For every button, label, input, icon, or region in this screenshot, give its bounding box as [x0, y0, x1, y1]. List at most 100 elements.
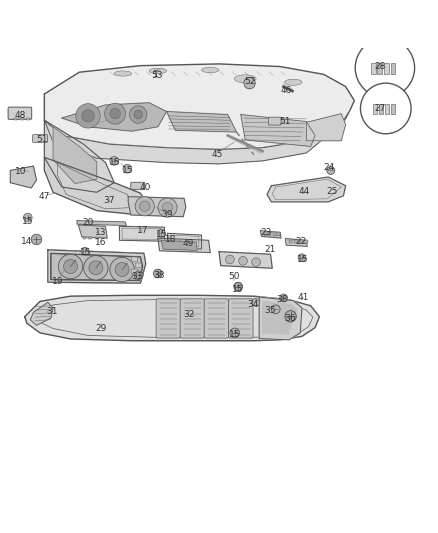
- Text: 17: 17: [137, 226, 148, 235]
- Polygon shape: [373, 104, 377, 114]
- Circle shape: [285, 311, 296, 322]
- Polygon shape: [95, 237, 98, 239]
- Circle shape: [157, 229, 165, 237]
- Circle shape: [140, 201, 150, 212]
- Polygon shape: [304, 240, 308, 244]
- Polygon shape: [306, 114, 346, 141]
- Text: 31: 31: [46, 306, 58, 316]
- Ellipse shape: [201, 67, 219, 72]
- Text: 15: 15: [110, 158, 121, 167]
- Text: 15: 15: [80, 248, 92, 256]
- Polygon shape: [259, 297, 302, 340]
- Text: 18: 18: [165, 236, 177, 244]
- Circle shape: [252, 298, 260, 306]
- Polygon shape: [167, 233, 201, 249]
- Polygon shape: [267, 177, 346, 202]
- Circle shape: [244, 77, 255, 89]
- Text: 19: 19: [52, 277, 63, 286]
- Polygon shape: [241, 115, 315, 147]
- Polygon shape: [53, 127, 97, 183]
- Text: 15: 15: [155, 230, 167, 239]
- Circle shape: [58, 254, 83, 279]
- Text: 45: 45: [212, 150, 223, 159]
- Circle shape: [252, 258, 261, 266]
- Text: 27: 27: [375, 104, 386, 113]
- Ellipse shape: [114, 71, 132, 76]
- Circle shape: [84, 256, 108, 280]
- Circle shape: [135, 197, 154, 216]
- Circle shape: [153, 269, 162, 278]
- Text: 15: 15: [122, 166, 133, 175]
- Text: 41: 41: [297, 294, 308, 302]
- Circle shape: [134, 110, 143, 119]
- Polygon shape: [158, 238, 210, 253]
- Text: 10: 10: [14, 167, 26, 176]
- Text: 28: 28: [374, 62, 385, 71]
- FancyBboxPatch shape: [131, 257, 138, 262]
- Text: 33: 33: [131, 272, 143, 281]
- Polygon shape: [83, 237, 86, 239]
- Text: 22: 22: [296, 237, 307, 246]
- Circle shape: [234, 282, 243, 291]
- Circle shape: [115, 263, 129, 277]
- FancyBboxPatch shape: [229, 299, 253, 338]
- Circle shape: [110, 108, 120, 119]
- Polygon shape: [261, 231, 281, 238]
- Circle shape: [89, 261, 103, 275]
- Text: 25: 25: [327, 187, 338, 196]
- Text: 40: 40: [139, 183, 151, 192]
- Text: 32: 32: [184, 310, 195, 319]
- Circle shape: [280, 294, 288, 302]
- Text: 51: 51: [279, 117, 291, 126]
- Polygon shape: [44, 64, 354, 149]
- Circle shape: [31, 234, 42, 245]
- Polygon shape: [62, 103, 166, 131]
- Circle shape: [130, 106, 147, 123]
- Polygon shape: [385, 104, 389, 114]
- Polygon shape: [219, 252, 272, 268]
- Polygon shape: [25, 295, 319, 341]
- FancyBboxPatch shape: [136, 275, 142, 280]
- Circle shape: [360, 83, 411, 134]
- Circle shape: [239, 256, 247, 265]
- Polygon shape: [263, 302, 297, 334]
- Polygon shape: [294, 240, 297, 244]
- Polygon shape: [286, 239, 307, 246]
- Circle shape: [110, 257, 134, 282]
- Polygon shape: [30, 302, 53, 326]
- Circle shape: [327, 166, 335, 174]
- Polygon shape: [391, 63, 396, 74]
- Polygon shape: [44, 120, 114, 192]
- Polygon shape: [20, 118, 24, 120]
- Text: 15: 15: [229, 330, 240, 338]
- Text: 16: 16: [95, 238, 106, 247]
- Polygon shape: [166, 111, 237, 132]
- Polygon shape: [128, 197, 186, 217]
- Polygon shape: [51, 253, 143, 280]
- Text: 24: 24: [323, 163, 335, 172]
- Text: 23: 23: [260, 228, 272, 237]
- Circle shape: [81, 247, 89, 255]
- Polygon shape: [44, 110, 350, 164]
- Polygon shape: [48, 250, 146, 283]
- Circle shape: [110, 157, 119, 165]
- Polygon shape: [78, 225, 107, 238]
- Polygon shape: [11, 166, 36, 188]
- Text: 1: 1: [153, 70, 159, 79]
- Polygon shape: [264, 232, 267, 236]
- Polygon shape: [384, 63, 389, 74]
- Polygon shape: [273, 232, 276, 236]
- Text: 35: 35: [265, 305, 276, 314]
- Text: 50: 50: [229, 272, 240, 281]
- Circle shape: [230, 328, 240, 338]
- Text: 15: 15: [232, 285, 244, 294]
- Circle shape: [64, 260, 78, 273]
- Text: 46: 46: [281, 86, 292, 95]
- Polygon shape: [391, 104, 396, 114]
- Text: 48: 48: [14, 111, 26, 120]
- Polygon shape: [51, 253, 143, 280]
- Text: 51: 51: [36, 135, 48, 144]
- Polygon shape: [371, 63, 376, 74]
- Text: 47: 47: [39, 192, 50, 201]
- Text: 44: 44: [298, 187, 309, 196]
